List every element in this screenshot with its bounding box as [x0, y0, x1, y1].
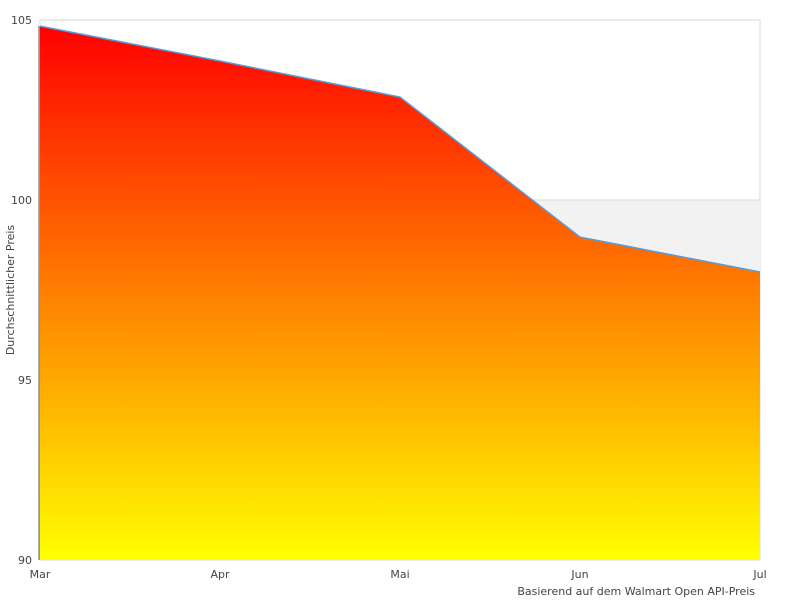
- x-tick-label: Mai: [390, 568, 409, 581]
- y-tick-label: 100: [11, 194, 32, 207]
- y-tick-label: 105: [11, 14, 32, 27]
- x-tick-label: Mar: [30, 568, 51, 581]
- y-axis-label: Durchschnittlicher Preis: [4, 225, 17, 356]
- x-tick-label: Apr: [210, 568, 230, 581]
- y-tick-label: 90: [18, 554, 32, 567]
- y-tick-label: 95: [18, 374, 32, 387]
- x-tick-label: Jul: [752, 568, 766, 581]
- x-axis-caption: Basierend auf dem Walmart Open API-Preis: [517, 585, 755, 598]
- x-tick-label: Jun: [570, 568, 588, 581]
